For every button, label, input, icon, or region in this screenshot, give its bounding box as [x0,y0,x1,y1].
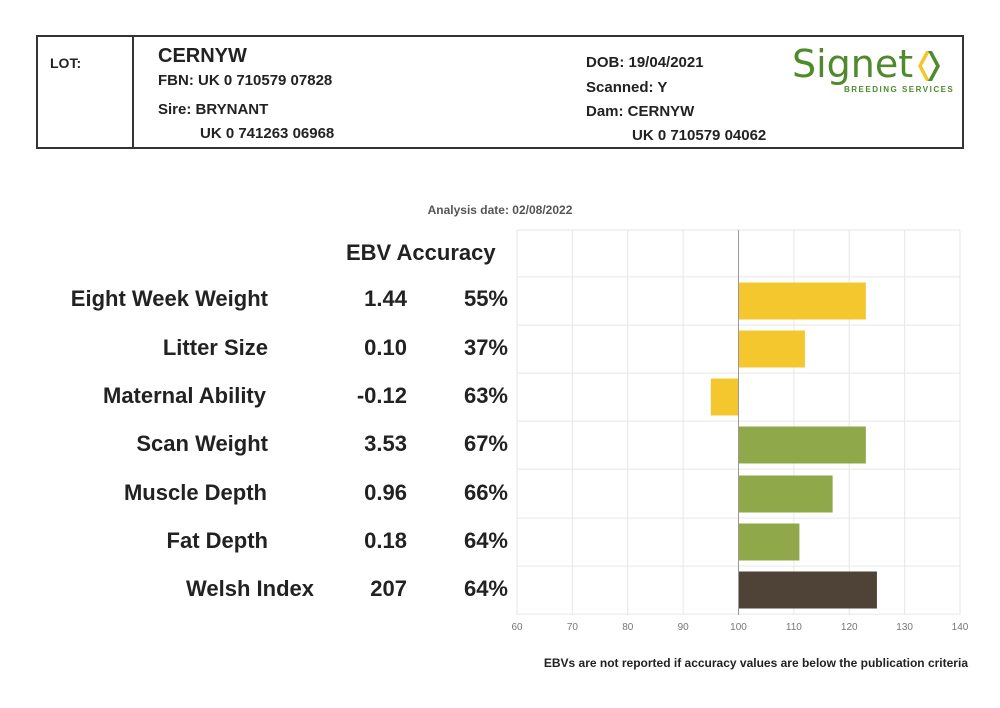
animal-name: CERNYW [158,45,247,67]
accuracy-value: 64% [463,528,508,553]
bar-eight-week-weight [738,282,866,320]
accuracy-value: 55% [463,286,508,311]
sire-id: UK 0 741263 06968 [200,125,335,142]
ebv-value: 0.10 [364,335,407,360]
scanned-status: Scanned: Y [586,79,668,96]
x-tick-label: 90 [678,622,690,633]
header-divider [132,37,134,147]
ebv-value: 1.44 [364,286,407,311]
x-tick-label: 120 [841,622,858,633]
x-tick-label: 130 [896,622,913,633]
accuracy-value: 64% [463,576,508,601]
accuracy-value: 37% [463,335,508,360]
x-tick-label: 140 [952,622,969,633]
ebv-accuracy-header: EBV Accuracy [346,240,496,265]
ebv-value: 0.96 [364,480,407,505]
logo-subtitle: BREEDING SERVICES [844,85,955,94]
ebv-value: -0.12 [356,383,407,408]
ebv-value: 0.18 [364,528,407,553]
animal-info-header: LOT: CERNYW FBN: UK 0 710579 07828 Sire:… [36,35,964,149]
trait-label: Eight Week Weight [70,286,268,311]
dam-name: Dam: CERNYW [586,103,695,120]
bar-scan-weight [738,426,866,464]
signet-logo: Signet BREEDING SERVICES [792,41,955,99]
trait-label: Litter Size [162,335,268,360]
ebv-bar-chart: 60 70 80 90 100 110 120 130 140 [511,229,969,633]
lot-label: LOT: [50,55,82,71]
accuracy-value: 67% [463,431,508,456]
x-tick-label: 70 [567,622,579,633]
logo-wordmark: Signet [792,42,914,86]
trait-label: Muscle Depth [123,480,267,505]
sire-name: Sire: BRYNANT [158,101,269,118]
trait-label: Welsh Index [186,576,314,601]
accuracy-value: 63% [463,383,508,408]
x-tick-label: 110 [786,622,802,633]
ebv-value: 3.53 [364,431,407,456]
bar-fat-depth [738,523,800,561]
fbn-number: FBN: UK 0 710579 07828 [158,72,333,89]
trait-label: Maternal Ability [103,383,266,408]
bar-welsh-index [738,571,877,609]
trait-label: Scan Weight [136,431,268,456]
x-tick-label: 100 [730,622,747,633]
x-tick-label: 80 [622,622,634,633]
signet-chevrons-icon [918,51,940,81]
dam-id: UK 0 710579 04062 [632,127,767,144]
ebv-value: 207 [370,576,407,601]
analysis-date: Analysis date: 02/08/2022 [427,203,573,217]
accuracy-value: 66% [463,480,508,505]
x-tick-label: 60 [511,622,523,633]
trait-label: Fat Depth [166,528,268,553]
bar-litter-size [738,330,805,368]
bar-maternal-ability [710,378,739,416]
publication-footnote: EBVs are not reported if accuracy values… [543,656,968,670]
bar-muscle-depth [738,475,833,513]
date-of-birth: DOB: 19/04/2021 [586,54,704,71]
